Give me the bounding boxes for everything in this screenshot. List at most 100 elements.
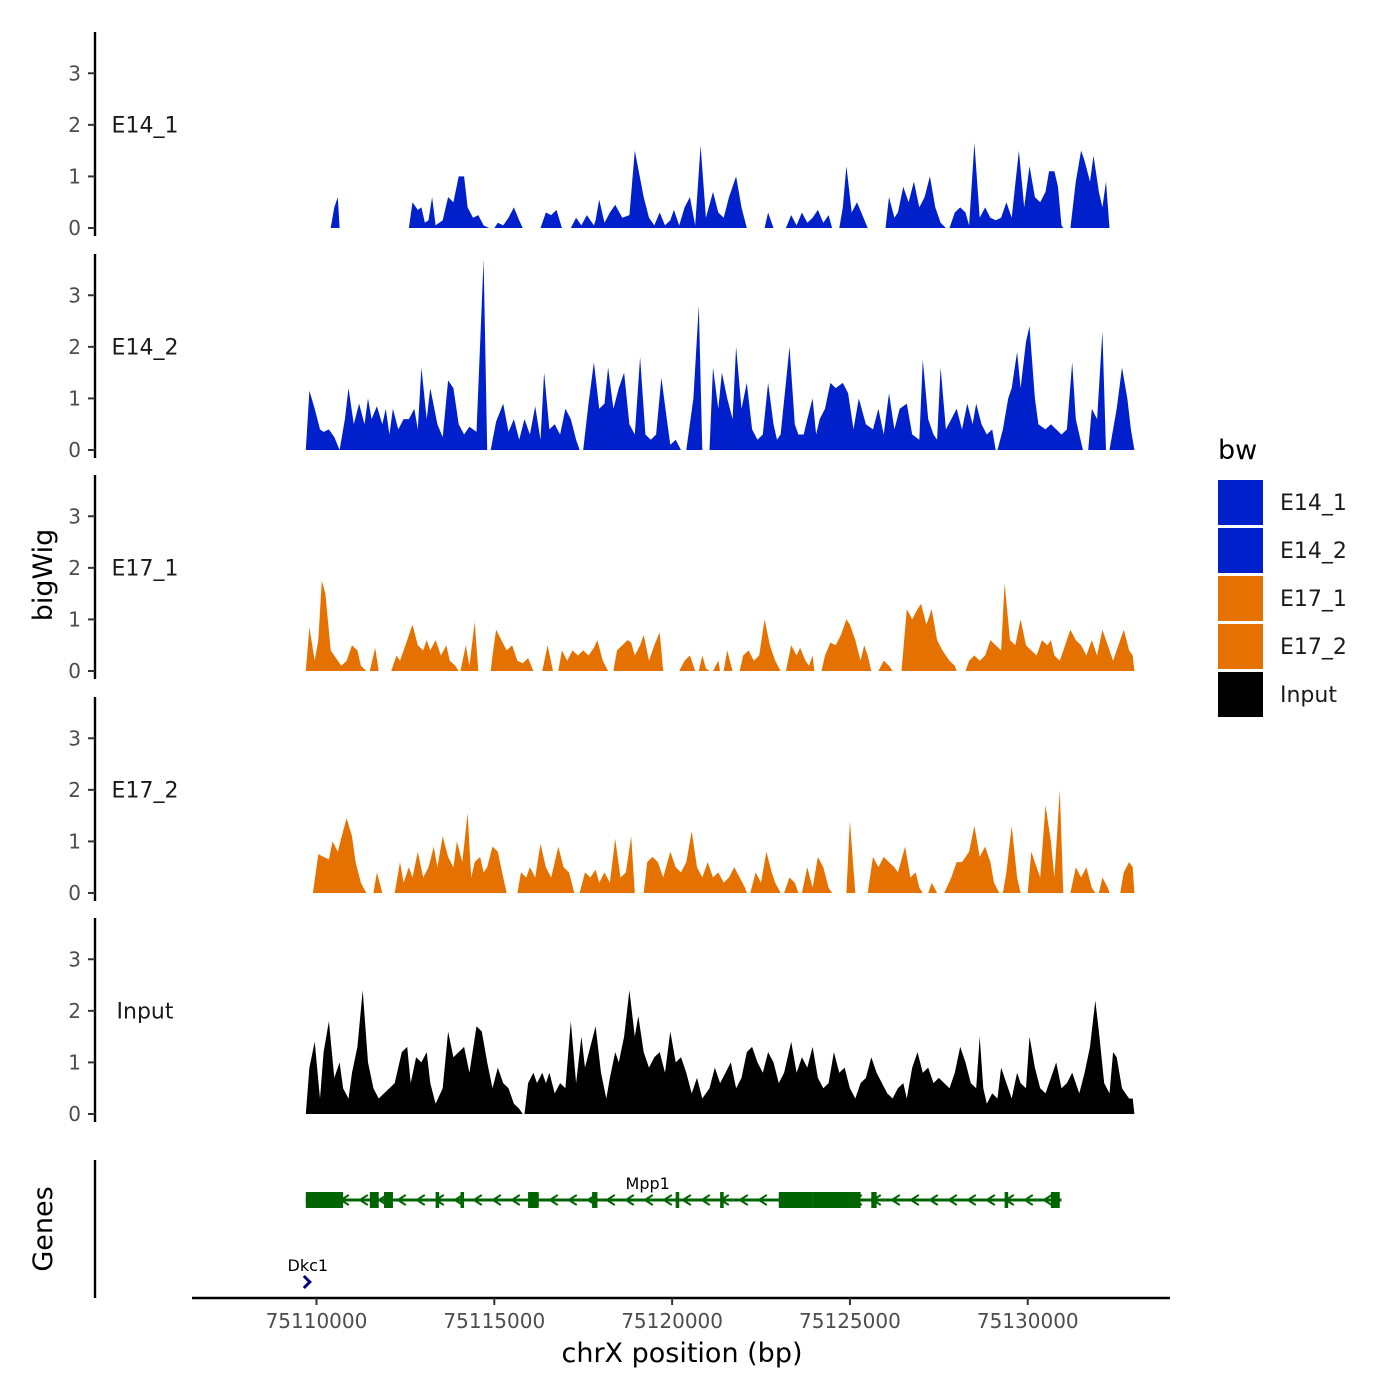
gene-exon <box>871 1192 877 1208</box>
gene-exon <box>778 1192 813 1208</box>
coverage-area-E14_2 <box>1109 367 1135 450</box>
coverage-area-E17_2 <box>1120 862 1135 893</box>
y-tick-label: 3 <box>68 726 81 750</box>
y-tick-label: 2 <box>68 113 81 137</box>
gene-exon <box>369 1192 379 1208</box>
gene-exon <box>1004 1192 1009 1208</box>
legend-label: E14_2 <box>1280 539 1347 564</box>
strand-chevron <box>452 1194 464 1206</box>
coverage-area-E14_1 <box>949 142 1064 228</box>
track-label: E17_2 <box>112 779 179 804</box>
coverage-area-E17_2 <box>750 851 781 893</box>
x-tick-label: 75125000 <box>799 1309 901 1333</box>
gene-exon <box>720 1192 724 1208</box>
coverage-area-E17_2 <box>846 820 856 893</box>
y-tick-label: 2 <box>68 556 81 580</box>
strand-chevron <box>642 1194 654 1206</box>
genes-axis-title: Genes <box>28 1186 59 1271</box>
y-tick-label: 1 <box>68 607 81 631</box>
coverage-area-E17_2 <box>1027 789 1064 893</box>
gene-Dkc1: Dkc1 <box>288 1256 329 1290</box>
gene-exon <box>305 1192 344 1208</box>
y-tick-label: 1 <box>68 386 81 410</box>
coverage-area-Input <box>305 990 523 1114</box>
gene-name-label: Dkc1 <box>288 1256 329 1275</box>
coverage-area-E14_1 <box>540 209 562 228</box>
coverage-area-E17_1 <box>785 645 815 671</box>
coverage-area-E14_1 <box>330 197 340 228</box>
coverage-area-E14_2 <box>686 305 703 450</box>
y-tick-label: 2 <box>68 999 81 1023</box>
coverage-area-E17_1 <box>542 645 553 671</box>
coverage-area-E14_2 <box>1088 331 1106 450</box>
coverage-area-E17_1 <box>739 619 781 671</box>
coverage-area-E17_1 <box>558 640 609 671</box>
x-axis: 75110000 75115000 75120000 75125000 75130000 <box>192 1296 1170 1333</box>
strand-chevron <box>965 1194 977 1206</box>
coverage-area-E14_1 <box>885 176 946 228</box>
coverage-area-E14_1 <box>1070 150 1110 228</box>
strand-chevron <box>889 1194 901 1206</box>
coverage-area-E14_2 <box>997 326 1083 450</box>
y-tick-label: 3 <box>68 504 81 528</box>
legend-swatch-E14_1 <box>1218 480 1263 525</box>
track-E17_1: 0 1 2 3 E17_1 <box>68 475 1135 683</box>
y-tick-label: 2 <box>68 778 81 802</box>
coverage-area-E17_1 <box>878 660 893 671</box>
strand-chevron <box>623 1194 635 1206</box>
strand-chevron <box>1041 1194 1053 1206</box>
coverage-area-E17_2 <box>1002 825 1021 893</box>
coverage-area-E14_2 <box>709 346 996 450</box>
strand-chevron <box>984 1194 996 1206</box>
coverage-area-E17_1 <box>369 647 379 671</box>
y-tick-label: 0 <box>68 216 81 240</box>
strand-chevron <box>604 1194 616 1206</box>
coverage-area-E17_1 <box>391 624 459 671</box>
legend-swatch-E14_2 <box>1218 528 1263 573</box>
coverage-area-E17_1 <box>723 650 733 671</box>
gene-track: Mpp1 Dkc1 <box>93 1160 1062 1298</box>
strand-chevron <box>699 1194 711 1206</box>
gene-exon <box>460 1192 465 1208</box>
strand-chevron <box>566 1194 578 1206</box>
legend-label: E17_2 <box>1280 635 1347 660</box>
track-label: E14_1 <box>112 114 179 139</box>
legend-swatch-E17_1 <box>1218 576 1263 621</box>
coverage-area-E17_2 <box>517 844 575 893</box>
strand-chevron <box>1022 1194 1034 1206</box>
gene-name-label: Mpp1 <box>626 1174 670 1193</box>
y-tick-label: 1 <box>68 829 81 853</box>
coverage-area-E14_2 <box>490 372 580 450</box>
x-tick-label: 75120000 <box>621 1309 723 1333</box>
coverage-area-E17_1 <box>460 622 479 671</box>
y-tick-label: 0 <box>68 881 81 905</box>
strand-chevron <box>357 1194 369 1206</box>
strand-chevron <box>756 1194 768 1206</box>
y-tick-label: 0 <box>68 659 81 683</box>
strand-chevron <box>908 1194 920 1206</box>
coverage-area-E14_1 <box>570 145 747 228</box>
coverage-area-E17_2 <box>801 856 833 893</box>
coverage-area-E14_2 <box>305 259 488 450</box>
strand-chevron <box>661 1194 673 1206</box>
coverage-area-E14_2 <box>583 357 681 450</box>
strand-chevron <box>490 1194 502 1206</box>
coverage-area-E17_1 <box>305 580 367 671</box>
y-tick-label: 0 <box>68 1102 81 1126</box>
coverage-area-E17_2 <box>394 813 507 893</box>
coverage-area-E17_2 <box>867 846 923 893</box>
gene-exon <box>528 1192 539 1208</box>
strand-chevron <box>395 1194 407 1206</box>
gene-exon <box>592 1192 598 1208</box>
strand-chevron <box>680 1194 692 1206</box>
coverage-area-E14_1 <box>764 212 774 228</box>
track-label: E14_2 <box>112 336 179 361</box>
coverage-area-E17_2 <box>579 836 635 893</box>
y-axis-title: bigWig <box>28 529 59 622</box>
coverage-area-E17_2 <box>944 825 1000 893</box>
coverage-area-E17_2 <box>1070 867 1096 893</box>
legend-label: E14_1 <box>1280 491 1347 516</box>
legend-title: bw <box>1218 435 1257 466</box>
track-E14_1: 0 1 2 3 E14_1 <box>68 32 1110 240</box>
